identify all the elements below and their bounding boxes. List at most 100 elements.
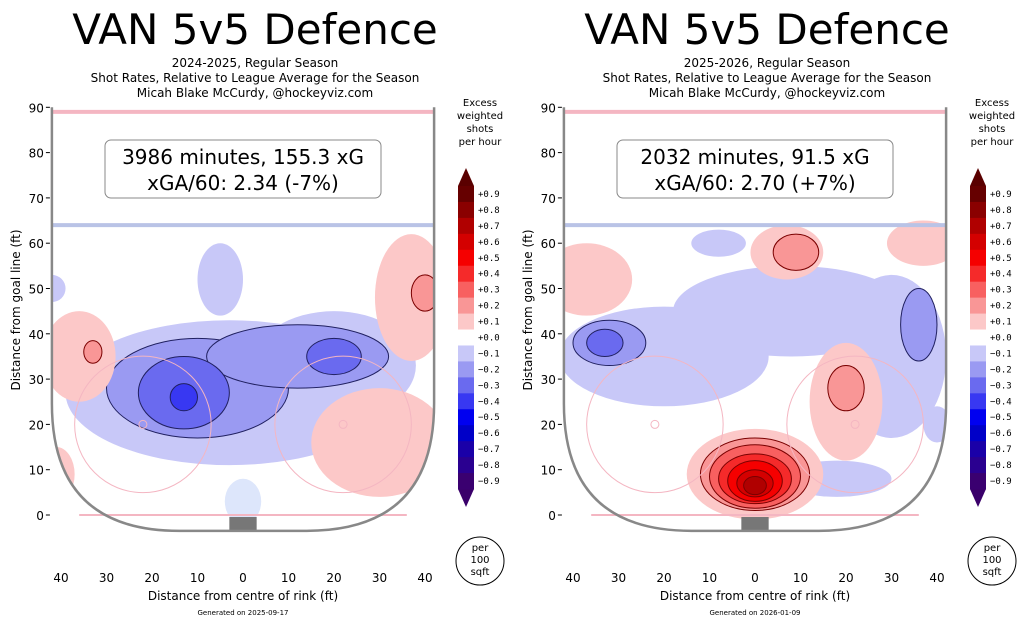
faceoff-circle (274, 355, 412, 494)
faceoff-circle (74, 355, 212, 494)
x-tick-label: 10 (190, 571, 205, 585)
x-tick-label: 40 (929, 571, 944, 585)
x-tick-label: 10 (793, 571, 808, 585)
unit-badge-text: per (984, 543, 1002, 554)
x-tick-label: 10 (702, 571, 717, 585)
y-tick-label: 70 (29, 192, 44, 206)
contour-region (886, 220, 947, 266)
subtitle-line: Shot Rates, Relative to League Average f… (91, 71, 420, 85)
x-tick-label: 40 (417, 571, 432, 585)
y-tick-label: 30 (541, 373, 556, 387)
rink-boards (562, 107, 948, 533)
colorbar-tick-label: −0.1 (990, 349, 1012, 359)
colorbar-tick-label: −0.6 (990, 429, 1012, 439)
colorbar-extend-bottom (970, 489, 986, 507)
subtitle-line: Micah Blake McCurdy, @hockeyviz.com (137, 86, 373, 100)
colorbar-tick-label: +0.1 (478, 318, 500, 328)
colorbar-segment (970, 409, 986, 426)
colorbar-tick-label: +0.2 (478, 302, 500, 312)
faceoff-circle (786, 355, 924, 494)
subtitle-line: Shot Rates, Relative to League Average f… (603, 71, 932, 85)
y-tick-label: 40 (541, 328, 556, 342)
annotation-text: xGA/60: 2.34 (-7%) (147, 171, 339, 195)
contour-region (410, 274, 435, 312)
x-tick-label: 20 (838, 571, 853, 585)
rink-boards (50, 107, 436, 533)
contour-region (743, 475, 767, 496)
colorbar-tick-label: +0.4 (990, 270, 1012, 280)
annotation-box (104, 139, 382, 199)
colorbar-tick-label: −0.7 (478, 445, 500, 455)
contour-region (563, 243, 633, 316)
colorbar-segment (970, 297, 986, 315)
faceoff-circle (586, 355, 724, 494)
y-tick-label: 80 (541, 147, 556, 161)
contour-region (586, 328, 624, 357)
contour-region (169, 383, 199, 412)
colorbar-tick-label: −0.9 (478, 477, 500, 487)
colorbar-tick-label: +0.8 (990, 206, 1012, 216)
footer-generated: Generated on 2025-09-17 (198, 609, 289, 617)
x-tick-label: 30 (372, 571, 387, 585)
y-tick-label: 90 (29, 101, 44, 115)
colorbar-tick-label: +0.5 (478, 254, 500, 264)
colorbar-segment (458, 473, 474, 490)
colorbar-segment (458, 265, 474, 283)
colorbar-title: shots (467, 124, 494, 135)
colorbar-extend-top (970, 168, 986, 186)
colorbar-tick-label: +0.2 (990, 302, 1012, 312)
colorbar-tick-label: +0.0 (990, 334, 1012, 344)
colorbar-segment (458, 377, 474, 394)
contour-region (197, 243, 243, 316)
colorbar-tick-label: −0.2 (990, 365, 1012, 375)
unit-badge-text: sqft (471, 567, 490, 578)
y-tick-label: 90 (541, 101, 556, 115)
x-tick-label: 30 (884, 571, 899, 585)
x-tick-label: 40 (565, 571, 580, 585)
colorbar-tick-label: −0.8 (478, 461, 500, 471)
colorbar-title: weighted (457, 111, 503, 122)
colorbar-segment (458, 233, 474, 251)
colorbar-segment (970, 457, 986, 474)
unit-badge (967, 536, 1017, 586)
unit-badge-text: per (472, 543, 490, 554)
y-tick-label: 30 (29, 373, 44, 387)
faceoff-dot (138, 419, 148, 429)
colorbar-segment (458, 186, 474, 203)
colorbar-tick-label: +0.6 (478, 238, 500, 248)
colorbar-tick-label: −0.7 (990, 445, 1012, 455)
x-tick-label: 20 (656, 571, 671, 585)
x-tick-label: 0 (239, 571, 247, 585)
y-tick-label: 70 (541, 192, 556, 206)
colorbar-segment (458, 297, 474, 315)
colorbar-segment (970, 249, 986, 267)
faceoff-dot (338, 419, 348, 429)
colorbar-segment (970, 361, 986, 378)
y-tick-label: 10 (541, 464, 556, 478)
colorbar-segment (458, 361, 474, 378)
y-axis-label: Distance from goal line (ft) (521, 229, 535, 390)
x-tick-label: 30 (99, 571, 114, 585)
contour-region (224, 478, 262, 525)
y-tick-label: 60 (29, 237, 44, 251)
colorbar-segment (458, 329, 474, 346)
colorbar-segment (458, 201, 474, 219)
colorbar-segment (970, 217, 986, 235)
footer-generated: Generated on 2026-01-09 (710, 609, 801, 617)
faceoff-dot (850, 419, 860, 429)
colorbar-segment (458, 393, 474, 410)
contour-region (772, 233, 820, 271)
x-axis-label: Distance from centre of rink (ft) (660, 589, 850, 603)
chart-title: VAN 5v5 Defence (584, 5, 950, 54)
contour-region (51, 274, 66, 303)
colorbar-tick-label: +0.7 (990, 222, 1012, 232)
colorbar-segment (458, 441, 474, 458)
colorbar-segment (970, 281, 986, 299)
colorbar-tick-label: −0.3 (478, 381, 500, 391)
colorbar-tick-label: +0.3 (990, 286, 1012, 296)
colorbar-segment (970, 393, 986, 410)
x-tick-label: 20 (144, 571, 159, 585)
unit-badge-text: sqft (983, 567, 1002, 578)
x-tick-label: 0 (751, 571, 759, 585)
colorbar-segment (970, 233, 986, 251)
